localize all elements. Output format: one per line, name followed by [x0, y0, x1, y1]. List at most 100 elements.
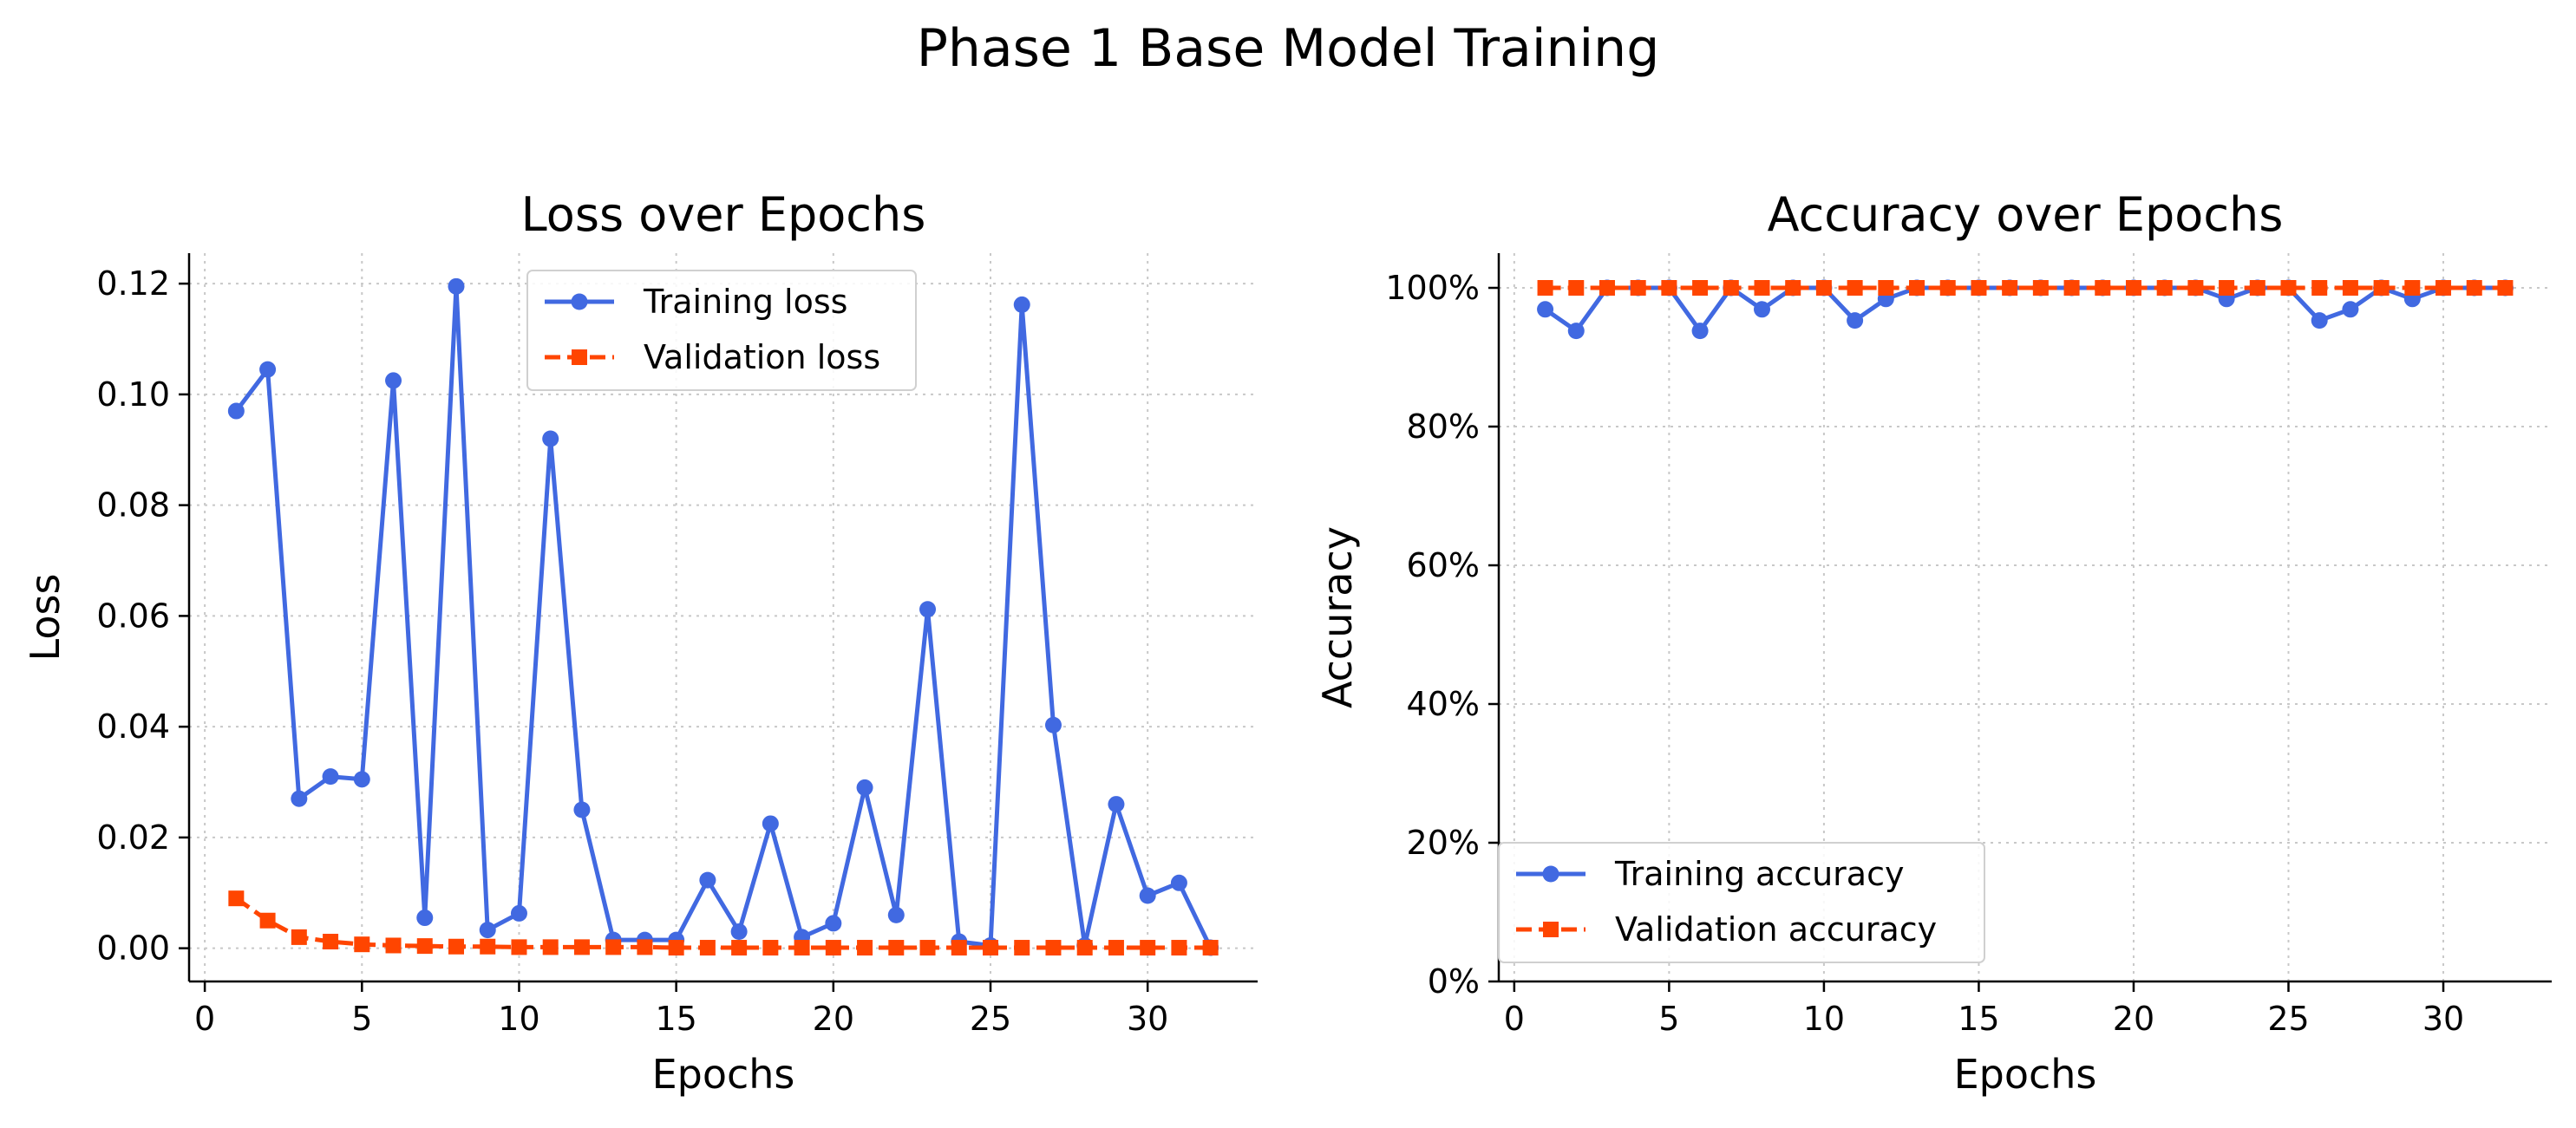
loss-series-1-point-31 — [1202, 940, 1219, 956]
accuracy-x-tick-label-2: 10 — [1803, 1000, 1845, 1038]
loss-legend-marker-0 — [571, 293, 588, 310]
loss-series-1-point-13 — [637, 939, 653, 955]
loss-series-1-point-6 — [416, 938, 433, 955]
accuracy-x-axis-label: Epochs — [1954, 1051, 2097, 1098]
accuracy-series-1-point-22 — [2219, 280, 2235, 296]
loss-chart-title: Loss over Epochs — [521, 187, 926, 242]
loss-series-1-point-11 — [573, 939, 590, 955]
loss-x-tick-label-4: 20 — [813, 1000, 854, 1038]
accuracy-series-1-point-3 — [1630, 280, 1646, 296]
accuracy-x-tick-label-6: 30 — [2422, 1000, 2464, 1038]
loss-series-1-point-17 — [762, 940, 779, 956]
figure-title: Phase 1 Base Model Training — [917, 18, 1660, 79]
accuracy-series-1-point-0 — [1537, 280, 1553, 296]
loss-x-tick-label-0: 0 — [194, 1000, 215, 1038]
accuracy-x-tick-label-0: 0 — [1504, 1000, 1525, 1038]
accuracy-series-0-point-0 — [1537, 301, 1554, 318]
loss-series-0-point-21 — [887, 906, 905, 923]
loss-x-tick-label-1: 5 — [351, 1000, 372, 1038]
accuracy-series-1-point-8 — [1785, 280, 1801, 296]
loss-series-1-point-9 — [511, 939, 527, 955]
loss-series-0-point-26 — [1044, 716, 1062, 734]
accuracy-series-1-point-2 — [1599, 280, 1615, 296]
loss-series-0-point-17 — [762, 815, 779, 832]
loss-series-1-point-4 — [354, 936, 370, 953]
loss-series-0-point-11 — [573, 801, 591, 818]
loss-series-1-point-16 — [731, 940, 748, 956]
accuracy-series-1-point-27 — [2373, 280, 2390, 296]
accuracy-series-0-point-26 — [2342, 301, 2359, 318]
loss-y-tick-label-1: 0.02 — [96, 818, 170, 857]
accuracy-series-1-point-14 — [1971, 280, 1987, 296]
accuracy-series-1-point-12 — [1909, 280, 1925, 296]
loss-y-tick-label-0: 0.00 — [96, 929, 170, 968]
accuracy-series-1-point-21 — [2187, 280, 2204, 296]
loss-series-1-point-27 — [1076, 940, 1093, 956]
accuracy-series-1-point-20 — [2156, 280, 2173, 296]
loss-series-1-point-12 — [605, 939, 622, 955]
accuracy-series-1-point-17 — [2063, 280, 2080, 296]
loss-series-1-point-8 — [480, 938, 496, 955]
accuracy-x-tick-label-4: 20 — [2113, 1000, 2154, 1038]
loss-series-1-point-21 — [888, 940, 905, 956]
loss-x-tick-label-5: 25 — [970, 1000, 1011, 1038]
loss-series-1-point-18 — [794, 940, 810, 956]
loss-series-1-point-29 — [1140, 940, 1156, 956]
accuracy-series-1-point-13 — [1939, 280, 1956, 296]
loss-y-tick-label-6: 0.12 — [96, 264, 170, 303]
loss-series-0-point-6 — [416, 910, 434, 927]
loss-series-1-point-5 — [385, 937, 402, 954]
accuracy-y-tick-label-4: 80% — [1407, 408, 1480, 446]
loss-series-0-point-0 — [227, 402, 245, 420]
accuracy-series-1-point-9 — [1815, 280, 1832, 296]
accuracy-y-tick-label-3: 60% — [1407, 546, 1480, 584]
accuracy-series-1-point-4 — [1661, 280, 1677, 296]
accuracy-legend-label-1: Validation accuracy — [1615, 910, 1937, 949]
loss-series-0-point-3 — [322, 768, 339, 786]
loss-series-1-point-20 — [857, 940, 873, 956]
loss-series-0-point-8 — [479, 922, 496, 939]
accuracy-x-tick-label-5: 25 — [2267, 1000, 2309, 1038]
accuracy-chart: 0 5 10 15 20 25 30 0% 20% 40% 60% 80% 100% Accuracy o… — [1314, 187, 2552, 1098]
accuracy-series-1-point-7 — [1754, 280, 1770, 296]
loss-series-0-point-28 — [1108, 796, 1125, 813]
loss-x-tick-label-6: 30 — [1127, 1000, 1168, 1038]
loss-series-1-point-1 — [259, 912, 276, 929]
loss-series-1-point-26 — [1045, 940, 1062, 956]
accuracy-legend-box — [1498, 842, 1985, 963]
accuracy-legend: Training accuracy Validation accuracy — [1498, 842, 1985, 963]
accuracy-chart-title: Accuracy over Epochs — [1768, 187, 2284, 242]
accuracy-series-1-point-16 — [2032, 280, 2049, 296]
loss-legend: Training loss Validation loss — [526, 270, 917, 391]
loss-y-tick-label-2: 0.04 — [96, 707, 170, 746]
loss-y-axis-label: Loss — [22, 574, 69, 662]
loss-series-1-point-28 — [1108, 940, 1124, 956]
loss-x-tick-label-2: 10 — [498, 1000, 539, 1038]
accuracy-legend-label-0: Training accuracy — [1614, 855, 1904, 893]
loss-series-0-point-4 — [353, 771, 370, 788]
loss-series-0-line — [234, 284, 1213, 949]
loss-y-tick-label-4: 0.08 — [96, 486, 170, 525]
accuracy-y-tick-label-1: 20% — [1407, 824, 1480, 862]
loss-series-0-point-25 — [1013, 296, 1030, 313]
accuracy-series-1-point-5 — [1692, 280, 1709, 296]
loss-series-1-point-7 — [448, 938, 464, 955]
accuracy-series-1-point-23 — [2249, 280, 2265, 296]
loss-series-0-point-30 — [1170, 874, 1187, 891]
accuracy-series-1-point-1 — [1568, 280, 1585, 296]
accuracy-y-tick-label-0: 0% — [1428, 962, 1480, 1001]
loss-series-0-point-7 — [448, 277, 465, 295]
loss-series-0-point-10 — [542, 430, 559, 447]
loss-series-1-point-0 — [228, 890, 245, 907]
accuracy-series-0-line — [1544, 285, 2506, 334]
loss-legend-label-0: Training loss — [643, 283, 847, 321]
accuracy-series-0-point-25 — [2311, 312, 2328, 329]
loss-legend-marker-1 — [572, 349, 587, 365]
accuracy-series-1-point-11 — [1878, 280, 1894, 296]
accuracy-series-1-point-24 — [2280, 280, 2297, 296]
accuracy-y-tick-label-5: 100% — [1385, 269, 1480, 307]
accuracy-series-1-point-30 — [2466, 280, 2482, 296]
loss-series-1-point-10 — [542, 939, 559, 955]
loss-legend-label-1: Validation loss — [644, 338, 880, 376]
